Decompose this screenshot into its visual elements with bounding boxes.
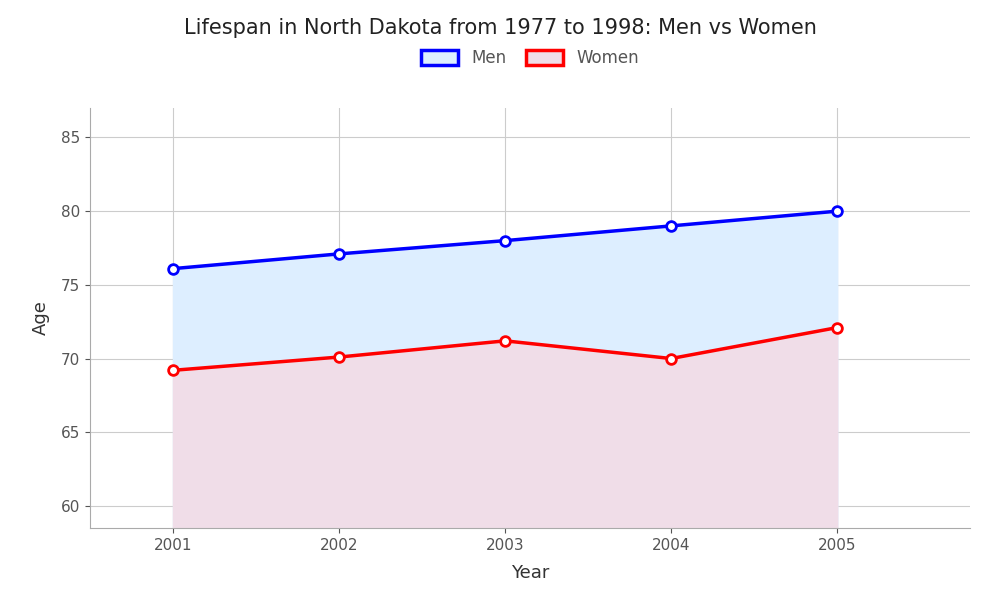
Legend: Men, Women: Men, Women	[413, 41, 647, 76]
Y-axis label: Age: Age	[32, 301, 50, 335]
X-axis label: Year: Year	[511, 564, 549, 582]
Text: Lifespan in North Dakota from 1977 to 1998: Men vs Women: Lifespan in North Dakota from 1977 to 19…	[184, 18, 816, 38]
